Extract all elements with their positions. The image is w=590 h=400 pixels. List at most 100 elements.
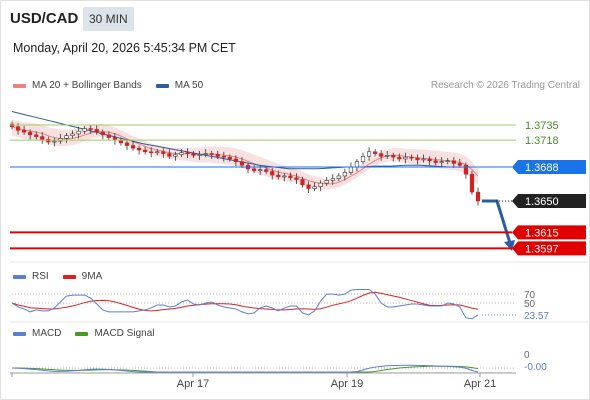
last-price-label: 1.3650 <box>525 196 559 208</box>
candle <box>239 161 245 166</box>
candle <box>397 156 402 160</box>
rsi-line <box>11 289 479 320</box>
candle <box>40 136 45 140</box>
last-price-tag <box>512 194 586 208</box>
macd-zero-label: 0 <box>524 350 530 361</box>
ma20-legend-label: MA 20 + Bollinger Bands <box>32 80 142 91</box>
candle <box>288 175 293 179</box>
candle <box>264 169 269 172</box>
candle <box>373 151 378 154</box>
forecast-arrow-shaft <box>482 199 512 244</box>
candle <box>379 153 384 157</box>
macd-value-label: -0.00 <box>524 362 547 373</box>
candle <box>403 156 408 160</box>
macd-signal-legend-swatch <box>75 331 89 336</box>
candle <box>64 135 69 139</box>
x-tick-apr21: Apr 21 <box>464 378 496 390</box>
ma50-legend-label: MA 50 <box>174 80 204 91</box>
candle <box>354 161 360 168</box>
candle <box>457 163 462 166</box>
price-legend: MA 20 + Bollinger Bands MA 50 <box>13 80 217 91</box>
candle <box>70 133 75 136</box>
pivot-tag <box>512 160 586 174</box>
candle <box>324 180 329 184</box>
candle <box>15 126 21 131</box>
research-credit: Research © 2026 Trading Central <box>430 80 580 91</box>
x-tick-apr19: Apr 19 <box>331 378 363 390</box>
support-label-5: 1.3597 <box>525 243 559 255</box>
candle <box>282 175 287 178</box>
candle <box>22 130 27 133</box>
symbol-title: USD/CAD <box>10 10 79 27</box>
candle <box>360 155 366 162</box>
candle <box>306 184 311 189</box>
rsi-legend-swatch <box>13 274 26 279</box>
candle <box>312 186 317 189</box>
candle <box>270 171 275 176</box>
candle <box>469 173 475 193</box>
candle <box>88 128 93 130</box>
pivot-label: 1.3688 <box>525 162 559 174</box>
candle <box>409 156 414 159</box>
candle <box>294 177 299 180</box>
candle <box>167 153 172 157</box>
candle <box>251 168 257 171</box>
candle <box>155 151 160 154</box>
rsi-value-label: 23.57 <box>524 311 549 322</box>
candle <box>385 155 390 157</box>
candle <box>221 155 226 158</box>
rsi-legend-label: RSI <box>32 271 49 282</box>
rsi-legend: RSI 9MA <box>13 271 116 282</box>
candle <box>463 164 468 175</box>
candle <box>203 153 208 155</box>
macd-line <box>11 364 479 373</box>
support-tag-4 <box>512 225 586 240</box>
macd-legend: MACD MACD Signal <box>13 328 168 339</box>
candle <box>82 128 87 132</box>
support-tag-5 <box>512 241 586 256</box>
candle <box>185 152 190 154</box>
candle <box>433 160 438 163</box>
macd-legend-swatch <box>13 331 26 336</box>
bollinger-band <box>12 119 478 190</box>
candle <box>330 178 335 181</box>
candle <box>52 140 57 143</box>
x-tick-apr17: Apr 17 <box>177 378 209 390</box>
candle <box>427 158 432 162</box>
candle <box>191 153 196 156</box>
resistance-label-0: 1.3735 <box>525 120 559 132</box>
macd-signal-legend-label: MACD Signal <box>94 328 155 339</box>
candle <box>421 158 426 161</box>
candle <box>100 131 105 136</box>
macd-legend-label: MACD <box>32 328 62 339</box>
candle <box>227 156 232 160</box>
timeframe-badge[interactable]: 30 MIN <box>83 7 134 31</box>
support-label-4: 1.3615 <box>525 227 559 239</box>
candle <box>28 131 33 136</box>
candle <box>34 134 39 137</box>
candle <box>300 179 305 186</box>
candle <box>318 182 323 187</box>
macd-signal-line <box>11 365 479 373</box>
candle <box>136 147 142 151</box>
candle <box>336 175 341 179</box>
candle <box>348 166 354 173</box>
rsi-level-70-label: 70 <box>524 290 536 301</box>
price-series-group <box>9 111 515 252</box>
candle <box>130 145 136 149</box>
ma20-legend-swatch <box>13 83 26 88</box>
candle <box>76 130 81 135</box>
candle <box>445 160 450 163</box>
rsi-level-50-label: 50 <box>524 299 536 310</box>
candle <box>197 154 202 156</box>
candle <box>143 149 148 153</box>
candle <box>276 174 281 178</box>
ma50-legend-swatch <box>155 83 169 88</box>
candle <box>391 155 396 158</box>
candle <box>106 134 111 138</box>
candle <box>366 151 372 157</box>
ma20-line <box>11 126 479 185</box>
candle <box>124 142 130 146</box>
rsi9ma-legend-label: 9MA <box>81 271 103 282</box>
